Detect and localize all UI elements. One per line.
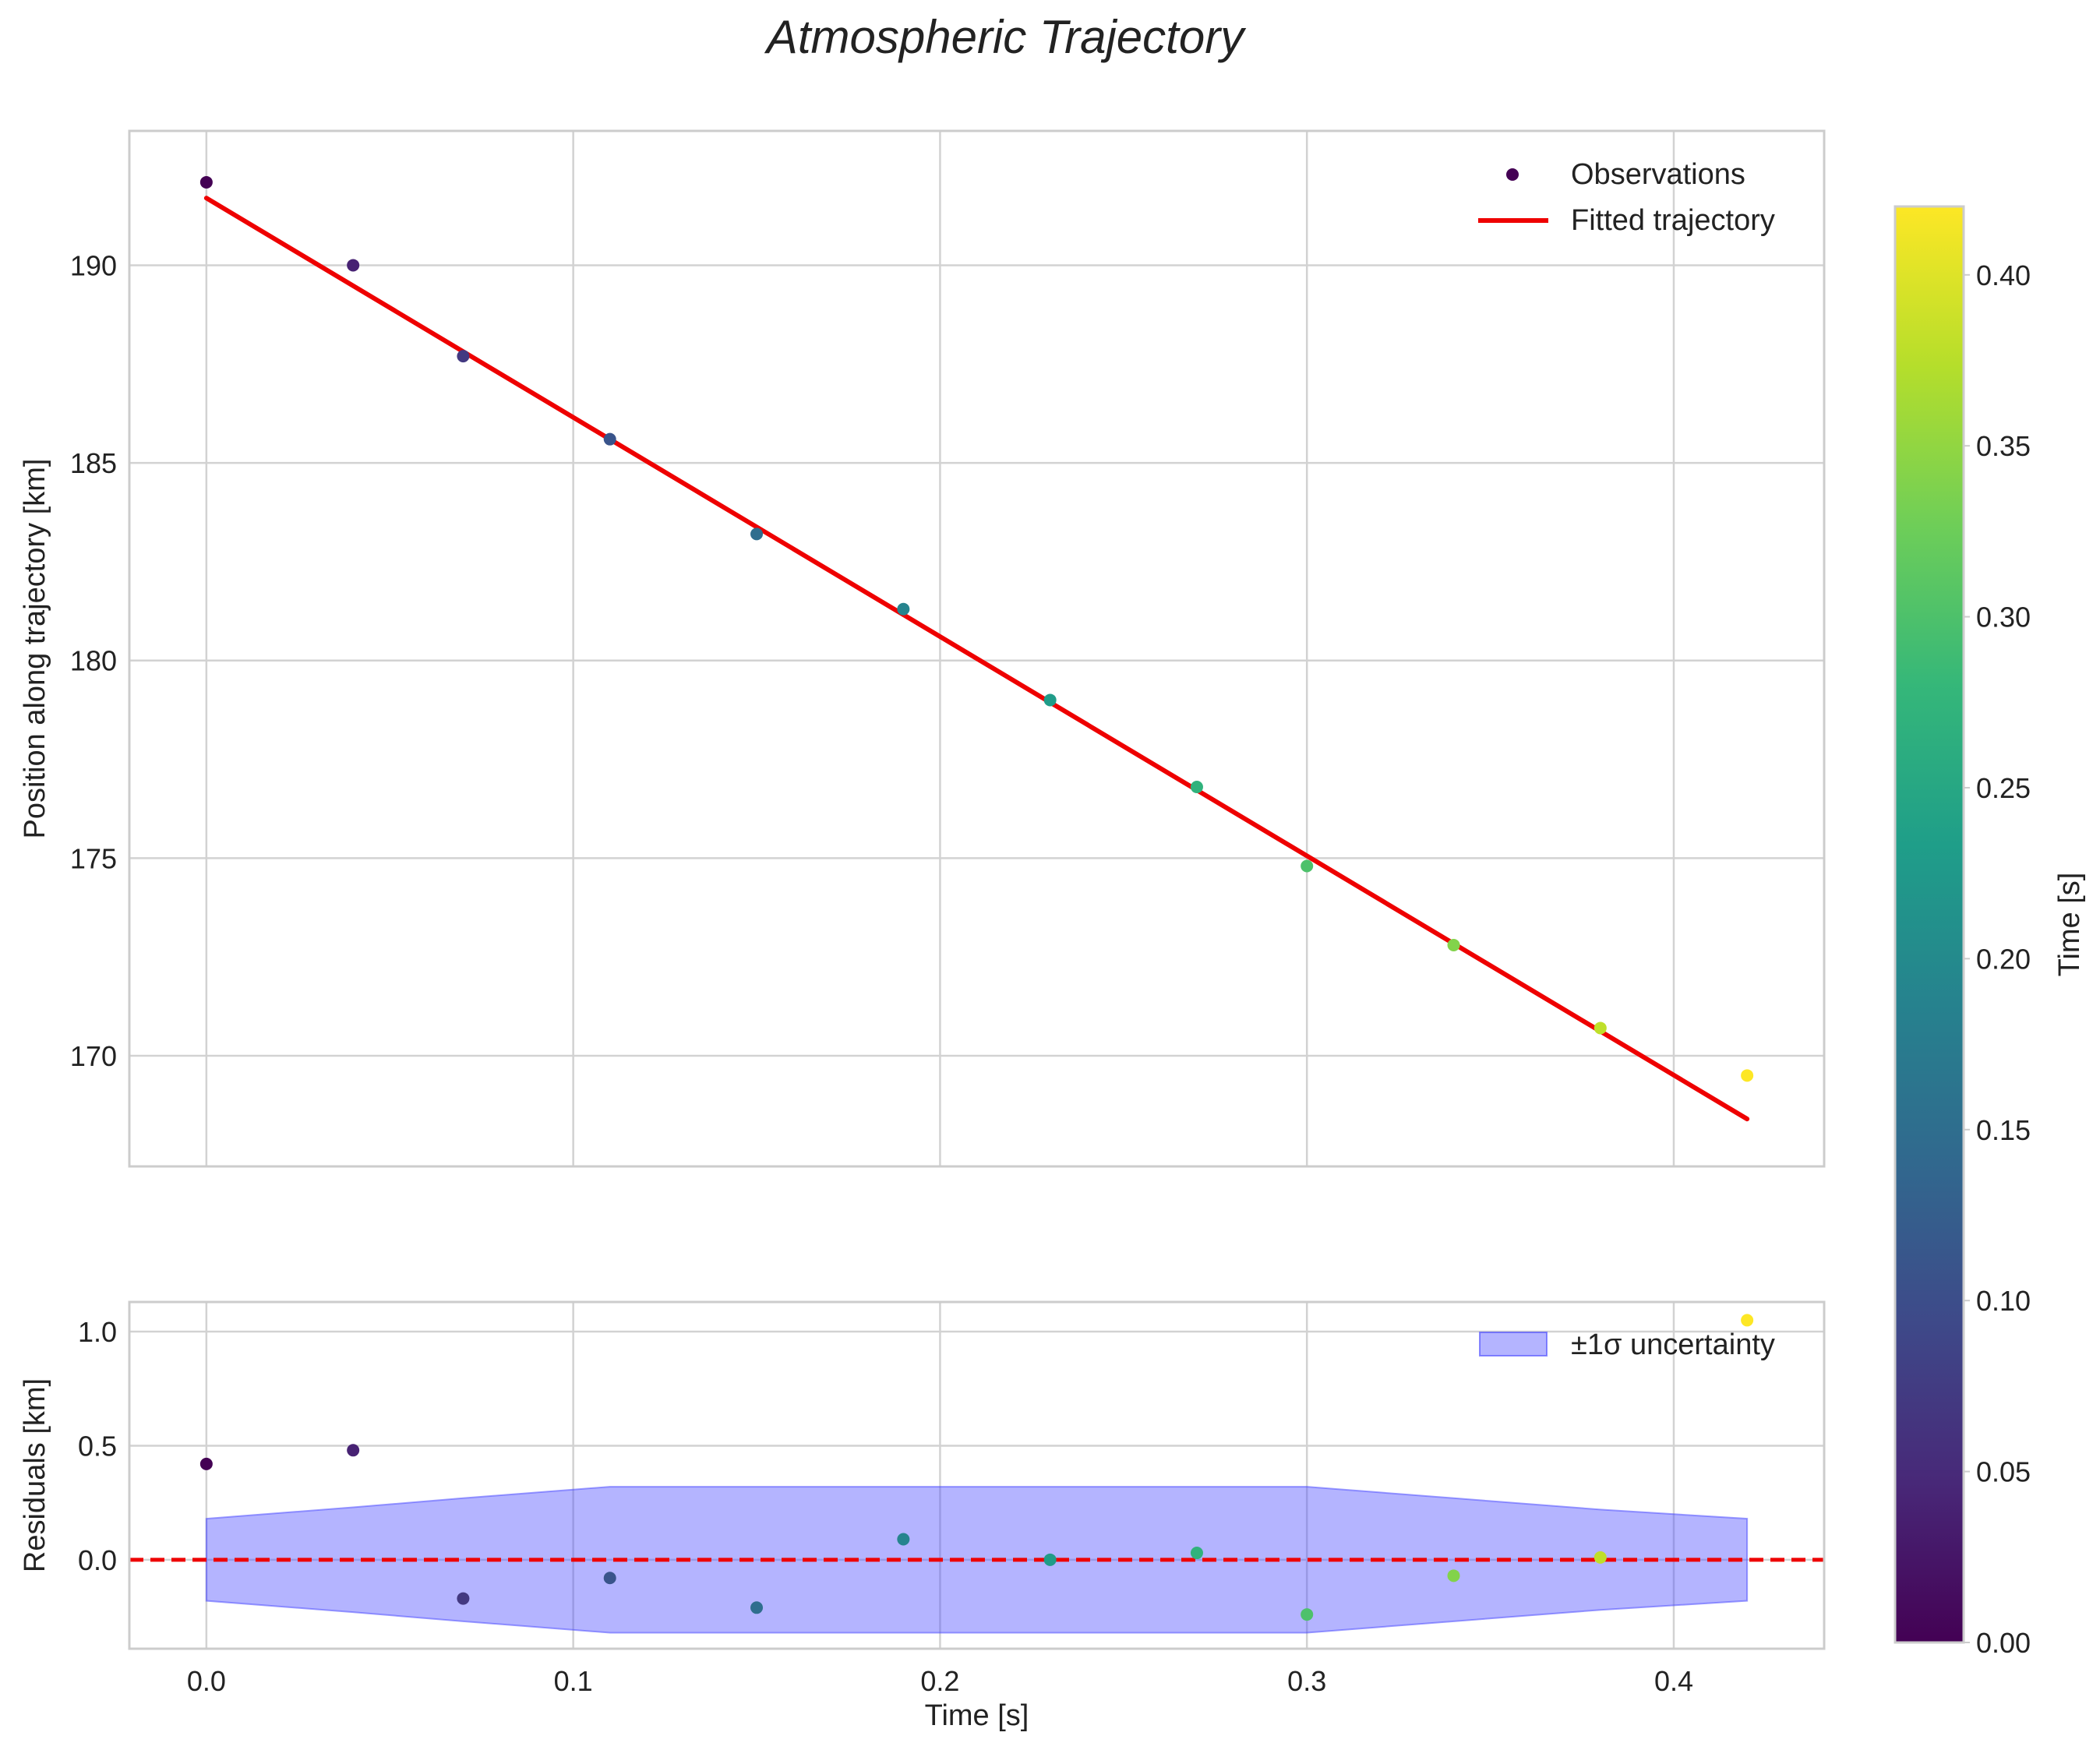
- y-tick-label: 185: [70, 447, 117, 479]
- legend-band-label: ±1σ uncertainty: [1571, 1328, 1775, 1361]
- colorbar-label: Time [s]: [2053, 873, 2086, 977]
- colorbar-tick-label: 0.20: [1976, 943, 2031, 975]
- observation-point: [1447, 938, 1460, 951]
- colorbar-tick-label: 0.30: [1976, 602, 2031, 633]
- x-axis-label: Time [s]: [925, 1699, 1029, 1732]
- residual-point: [347, 1444, 360, 1457]
- colorbar-tick-label: 0.25: [1976, 772, 2031, 804]
- legend-band-swatch: [1479, 1332, 1548, 1357]
- residual-point: [750, 1601, 764, 1614]
- y-tick-label: 0.5: [78, 1430, 117, 1462]
- residual-point: [1447, 1569, 1460, 1582]
- residual-point: [199, 1457, 213, 1470]
- y-tick-label: 170: [70, 1040, 117, 1072]
- x-tick-label: 0.0: [187, 1665, 226, 1697]
- colorbar-tick-label: 0.40: [1976, 259, 2031, 291]
- colorbar-tick-label: 0.35: [1976, 430, 2031, 462]
- observation-point: [199, 175, 213, 189]
- y-tick-label: 1.0: [78, 1316, 117, 1348]
- y-tick-label: 175: [70, 842, 117, 874]
- observation-point: [1741, 1069, 1754, 1082]
- observation-point: [897, 602, 910, 616]
- x-tick-label: 0.4: [1654, 1665, 1693, 1697]
- residual-point: [1043, 1553, 1057, 1566]
- y-axis-label: Position along trajectory [km]: [19, 459, 51, 839]
- residual-point: [603, 1572, 616, 1585]
- x-tick-label: 0.1: [554, 1665, 593, 1697]
- residual-point: [1741, 1314, 1754, 1327]
- x-tick-label: 0.3: [1287, 1665, 1326, 1697]
- main-plot: 170 175 180 185 190 Position along trajectory…: [19, 129, 1826, 1168]
- observation-point: [603, 432, 616, 446]
- observation-point: [750, 527, 764, 541]
- observation-point: [1301, 859, 1314, 873]
- legend-fit-label: Fitted trajectory: [1571, 204, 1775, 237]
- colorbar-tick-label: 0.05: [1976, 1456, 2031, 1488]
- y-tick-label: 190: [70, 249, 117, 281]
- observation-point: [347, 259, 360, 272]
- colorbar-tick-label: 0.10: [1976, 1285, 2031, 1317]
- residual-point: [897, 1533, 910, 1546]
- legend-observations-marker: [1506, 168, 1519, 181]
- residuals-plot: 0.0 0.1 0.2 0.3 0.4 0.0 0.5 1.0 Residuals [km] Ti…: [19, 1300, 1826, 1732]
- colorbar: 0.00 0.05 0.10 0.15 0.20 0.25 0.30 0.35 0.40 Time…: [1894, 205, 2086, 1659]
- observation-point: [1043, 693, 1057, 707]
- colorbar-tick-label: 0.15: [1976, 1114, 2031, 1146]
- residual-point: [457, 1592, 470, 1605]
- observation-point: [1594, 1021, 1607, 1035]
- y-tick-label: 0.0: [78, 1544, 117, 1576]
- observation-point: [457, 350, 470, 363]
- y-axis-label: Residuals [km]: [19, 1378, 51, 1572]
- residual-point: [1594, 1551, 1607, 1564]
- x-tick-label: 0.2: [920, 1665, 959, 1697]
- plot-frame: [128, 129, 1826, 1168]
- chart-title: Atmospheric Trajectory: [764, 11, 1247, 63]
- legend-observations-label: Observations: [1571, 158, 1745, 191]
- observation-point: [1190, 781, 1203, 794]
- y-tick-label: 180: [70, 645, 117, 677]
- colorbar-tick-label: 0.00: [1976, 1627, 2031, 1659]
- colorbar-gradient: [1894, 205, 1965, 1644]
- residual-point: [1301, 1608, 1314, 1621]
- residual-point: [1190, 1547, 1203, 1560]
- plot-frame: [128, 1300, 1826, 1650]
- fitted-trajectory-line: [203, 196, 1750, 1122]
